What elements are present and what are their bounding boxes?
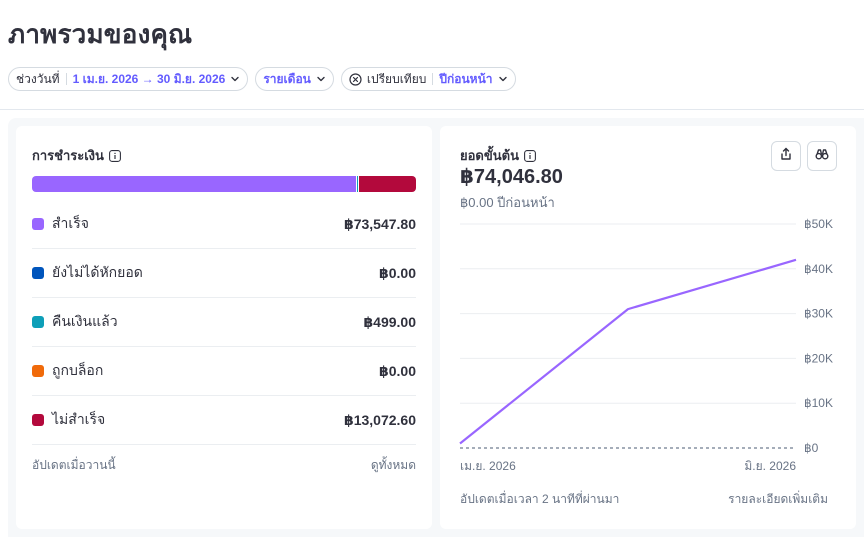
legend-swatch	[32, 316, 44, 328]
y-tick-label: ฿50K	[804, 217, 833, 231]
stacked-bar-segment	[356, 176, 359, 192]
gross-volume-card: ยอดขั้นต้น ฿74,046.80 ฿0.00 ปีก่อนหน้า ฿…	[440, 126, 856, 529]
legend-label: ยังไม่ได้หักยอด	[52, 264, 143, 280]
payments-card: การชำระเงิน สำเร็จ ฿73,547.80 ยังไม่ได้หัก…	[16, 126, 432, 529]
legend-row[interactable]: ยังไม่ได้หักยอด ฿0.00	[32, 249, 416, 298]
gross-volume-line-chart: ฿50K ฿40K ฿30K ฿20K ฿10K ฿0 เม.ย. 2026 มิ.ย. 20…	[459, 217, 833, 473]
legend-value: ฿499.00	[363, 313, 416, 330]
pill-divider	[432, 73, 434, 85]
chevron-down-icon	[316, 74, 326, 84]
stacked-bar-segment	[358, 176, 416, 192]
compare-filter[interactable]: เปรียบเทียบ ปีก่อนหน้า	[340, 67, 516, 91]
gross-volume-series-line	[459, 258, 797, 445]
legend-swatch	[32, 365, 44, 377]
legend-label-group: สำเร็จ	[32, 213, 89, 235]
date-range-filter[interactable]: ช่วงวันที่ 1 เม.ย. 2026 → 30 มิ.ย. 2026	[8, 67, 249, 91]
updated-text: อัปเดตเมื่อวานนี้	[32, 458, 116, 472]
compare-value: ปีก่อนหน้า	[439, 71, 493, 86]
payments-card-footer: อัปเดตเมื่อวานนี้ ดูทั้งหมด	[32, 456, 416, 475]
page-title: ภาพรวมของคุณ	[8, 19, 193, 49]
legend-value: ฿13,072.60	[343, 411, 416, 428]
legend-label: ไม่สำเร็จ	[52, 411, 106, 427]
x-tick-label: เม.ย. 2026	[460, 459, 516, 473]
gross-volume-card-footer: อัปเดตเมื่อเวลา 2 นาทีที่ผ่านมา รายละเอี…	[460, 490, 828, 509]
y-tick-label: ฿40K	[804, 262, 833, 276]
export-button[interactable]	[771, 141, 801, 171]
legend-label-group: ถูกบล็อก	[32, 360, 103, 382]
y-tick-label: ฿30K	[804, 307, 833, 321]
legend-label-group: ไม่สำเร็จ	[32, 409, 105, 431]
y-tick-label: ฿0	[804, 441, 819, 455]
interval-value: รายเดือน	[263, 71, 311, 86]
pill-divider	[65, 73, 67, 85]
filter-bar: ช่วงวันที่ 1 เม.ย. 2026 → 30 มิ.ย. 2026 …	[8, 67, 516, 91]
payments-card-title: การชำระเงิน	[32, 148, 104, 163]
legend-value: ฿0.00	[379, 362, 416, 379]
legend-row[interactable]: ถูกบล็อก ฿0.00	[32, 347, 416, 396]
x-circle-icon[interactable]	[349, 72, 362, 86]
explore-button[interactable]	[807, 141, 837, 171]
chevron-down-icon	[230, 74, 240, 84]
stacked-bar-segment	[32, 176, 357, 192]
date-range-value: 1 เม.ย. 2026 → 30 มิ.ย. 2026	[72, 71, 226, 86]
info-icon[interactable]	[524, 149, 536, 162]
chevron-down-icon	[498, 74, 508, 84]
legend-row[interactable]: สำเร็จ ฿73,547.80	[32, 200, 416, 249]
gross-volume-card-title: ยอดขั้นต้น	[460, 148, 519, 163]
legend-label: ถูกบล็อก	[52, 362, 104, 378]
payments-card-header: การชำระเงิน	[32, 145, 121, 166]
info-icon[interactable]	[108, 149, 121, 162]
more-details-link[interactable]: รายละเอียดเพิ่มเติม	[728, 492, 828, 506]
legend-swatch	[32, 218, 44, 230]
legend-label-group: คืนเงินแล้ว	[32, 311, 118, 333]
gross-volume-value: ฿74,046.80	[460, 166, 563, 188]
y-tick-label: ฿20K	[804, 351, 833, 365]
binoculars-icon	[815, 147, 829, 166]
compare-label: เปรียบเทียบ	[366, 71, 427, 86]
gross-volume-card-header: ยอดขั้นต้น	[460, 145, 536, 166]
header-divider	[0, 109, 864, 110]
legend-label: คืนเงินแล้ว	[52, 313, 118, 329]
legend-label-group: ยังไม่ได้หักยอด	[32, 262, 143, 284]
date-range-label: ช่วงวันที่	[16, 71, 60, 86]
y-tick-label: ฿10K	[804, 396, 833, 410]
legend-value: ฿73,547.80	[343, 215, 416, 232]
legend-label: สำเร็จ	[52, 215, 89, 231]
legend-swatch	[32, 414, 44, 426]
x-tick-label: มิ.ย. 2026	[744, 459, 796, 473]
legend-row[interactable]: คืนเงินแล้ว ฿499.00	[32, 298, 416, 347]
interval-filter[interactable]: รายเดือน	[255, 67, 334, 91]
legend-swatch	[32, 267, 44, 279]
legend-value: ฿0.00	[379, 264, 416, 281]
view-all-link[interactable]: ดูทั้งหมด	[370, 458, 416, 472]
payments-stacked-bar	[32, 176, 416, 192]
previous-period-value: ฿0.00 ปีก่อนหน้า	[460, 195, 555, 210]
updated-text: อัปเดตเมื่อเวลา 2 นาทีที่ผ่านมา	[460, 492, 620, 506]
share-icon	[779, 147, 793, 166]
legend-row[interactable]: ไม่สำเร็จ ฿13,072.60	[32, 396, 416, 445]
